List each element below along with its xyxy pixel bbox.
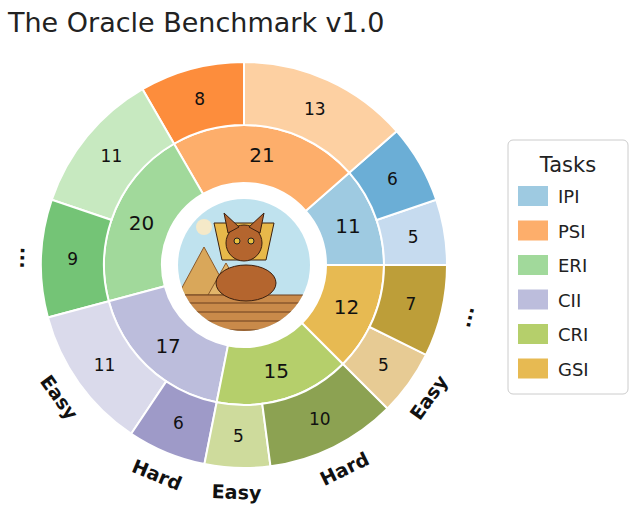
inner-value-label: 15 [263, 359, 288, 383]
outer-value-label: 8 [194, 89, 205, 109]
legend-label: PSI [558, 221, 586, 242]
icon-sun [196, 219, 212, 235]
legend-box [508, 140, 628, 394]
legend-title: Tasks [539, 153, 596, 177]
outer-name-label: Easy [211, 480, 262, 504]
outer-value-label: 5 [408, 227, 419, 247]
icon-brick-line [174, 303, 314, 304]
inner-value-label: 21 [249, 143, 274, 167]
legend-swatch [518, 290, 548, 310]
legend-label: CII [558, 290, 581, 311]
icon-headdress [214, 223, 274, 260]
icon-sky [174, 195, 314, 335]
inner-value-label: 11 [335, 214, 360, 238]
icon-cat-body [216, 265, 276, 301]
outer-value-label: 5 [378, 355, 389, 375]
center-icon [174, 195, 314, 335]
outer-ring [41, 62, 447, 468]
outer-wedge [41, 200, 111, 318]
outer-name-label: ... [452, 304, 478, 330]
outer-value-label: 5 [233, 426, 244, 446]
icon-brick-line [174, 330, 314, 331]
outer-value-label: 11 [101, 146, 123, 166]
legend-swatch [518, 255, 548, 275]
outer-value-label: 11 [94, 355, 116, 375]
outer-name-label: Easy [405, 370, 452, 424]
outer-name-label: ... [6, 246, 29, 268]
inner-value-label: 20 [129, 211, 154, 235]
outer-wedge [244, 62, 397, 173]
outer-wedge [131, 381, 216, 464]
legend-label: CRI [558, 324, 588, 345]
icon-brick-line [174, 312, 314, 313]
labels: 11 21 20 17 15 12 5 6 13 8 11 9... 11 Easy 6 Hard 5 Easy 1… [6, 89, 478, 503]
chart: The Oracle Benchmark v1.0112120171512561… [0, 0, 640, 528]
title: The Oracle Benchmark v1.0 [7, 7, 385, 38]
inner-value-label: 12 [334, 295, 359, 319]
legend-label: ERI [558, 255, 587, 276]
icon-cat-ear [249, 213, 264, 233]
outer-value-label: 6 [387, 169, 398, 189]
legend-swatch [518, 186, 548, 206]
chart-container: The Oracle Benchmark v1.0112120171512561… [0, 0, 640, 528]
outer-value-label: 13 [304, 99, 326, 119]
icon-cat-ear [224, 213, 239, 233]
outer-name-label: Easy [36, 371, 83, 425]
outer-value-label: 6 [173, 413, 184, 433]
icon-cat-eye [234, 238, 240, 244]
outer-value-label: 10 [309, 409, 331, 429]
outer-name-label: Hard [316, 447, 372, 490]
legend-swatch [518, 359, 548, 379]
outer-wedge [204, 402, 270, 468]
outer-value-label: 7 [406, 294, 417, 314]
inner-ring [104, 125, 384, 405]
legend: Tasks IPI PSI ERI CII CRI GSI [508, 140, 628, 394]
inner-value-label: 17 [155, 334, 180, 358]
outer-value-label: 9 [67, 249, 78, 269]
outer-wedge [52, 89, 174, 220]
legend-label: IPI [558, 186, 579, 207]
outer-name-label: Hard [129, 455, 185, 495]
legend-label: GSI [558, 359, 589, 380]
outer-wedge [370, 265, 447, 355]
icon-brick-line [174, 321, 314, 322]
legend-swatch [518, 221, 548, 241]
icon-cat-eye [248, 238, 254, 244]
legend-swatch [518, 324, 548, 344]
